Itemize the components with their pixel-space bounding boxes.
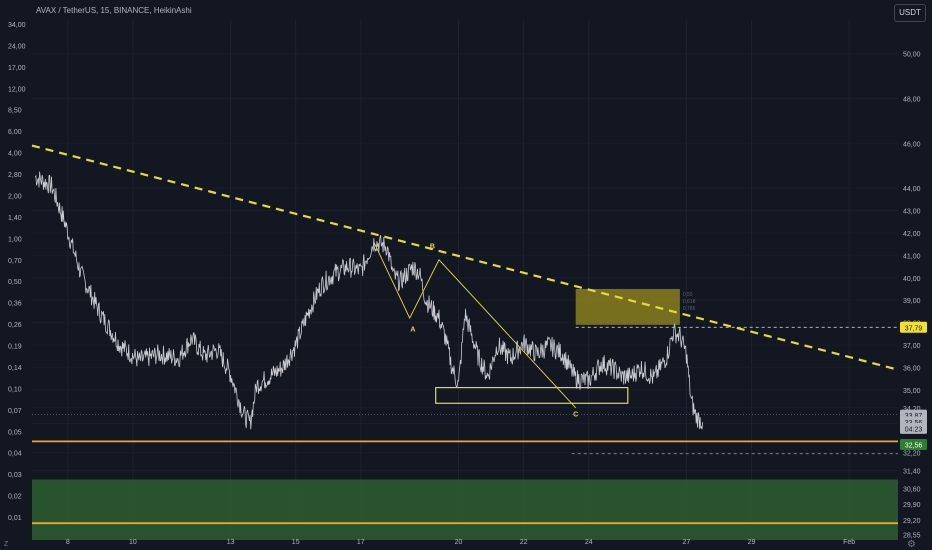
right-tick-label-18: 29,90 — [903, 502, 921, 509]
left-tick-label-7: 2,80 — [8, 172, 22, 179]
green-zone — [32, 479, 898, 540]
x-tick-label-6: 22 — [520, 539, 528, 546]
x-axis[interactable]: 8 10 13 15 17 20 22 24 27 29 Feb — [66, 539, 855, 546]
left-tick-label-18: 0,07 — [8, 408, 22, 415]
right-tick-label-20: 28,55 — [903, 532, 921, 539]
right-tick-label-19: 29,20 — [903, 518, 921, 525]
right-tick-label-0: 50,00 — [903, 52, 921, 59]
x-tick-label-10: Feb — [843, 539, 855, 546]
left-tick-label-21: 0,03 — [8, 472, 22, 479]
x-tick-label-8: 27 — [682, 539, 690, 546]
left-tick-label-1: 24,00 — [8, 43, 26, 50]
left-tick-label-10: 1,00 — [8, 236, 22, 243]
right-tick-label-2: 46,00 — [903, 141, 921, 148]
right-tick-label-11: 36,00 — [903, 365, 921, 372]
fib-label-0: 0,50 — [683, 292, 693, 298]
support-box — [435, 386, 629, 404]
left-tick-label-9: 1,40 — [8, 215, 22, 222]
left-tick-label-15: 0,19 — [8, 344, 22, 351]
right-tick-label-16: 31,40 — [903, 469, 921, 476]
gear-icon[interactable]: ⚙ — [907, 539, 916, 550]
annotation-lines — [32, 326, 898, 525]
x-tick-label-7: 24 — [585, 539, 593, 546]
downtrend-line — [31, 144, 899, 371]
right-tick-label-7: 40,00 — [903, 276, 921, 283]
right-tick-label-13: 34,20 — [903, 406, 921, 413]
left-tick-label-11: 0,70 — [8, 258, 22, 265]
price-line — [34, 171, 704, 430]
price-tag-label-3: 04:23 — [905, 426, 923, 433]
x-tick-label-0: 8 — [66, 539, 70, 546]
x-tick-label-5: 20 — [455, 539, 463, 546]
left-tick-label-16: 0,14 — [8, 365, 22, 372]
left-tick-label-8: 2,00 — [8, 193, 22, 200]
x-tick-label-3: 15 — [292, 539, 300, 546]
x-tick-label-1: 10 — [129, 539, 137, 546]
price-tag-label-0: 37,79 — [905, 325, 923, 332]
timezone-icon[interactable]: Z — [4, 541, 9, 548]
left-tick-label-6: 4,00 — [8, 151, 22, 158]
left-tick-label-13: 0,36 — [8, 301, 22, 308]
left-tick-label-3: 12,00 — [8, 86, 26, 93]
right-tick-label-10: 37,00 — [903, 343, 921, 350]
annotation-overlay: A B C — [31, 144, 899, 419]
chart-title: AVAX / TetherUS, 15, BINANCE, HeikinAshi — [36, 6, 192, 15]
left-tick-label-14: 0,26 — [8, 322, 22, 329]
price-tag-bg-4 — [900, 439, 927, 451]
left-tick-label-12: 0,50 — [8, 279, 22, 286]
right-tick-label-3: 44,00 — [903, 186, 921, 193]
right-tick-label-12: 35,00 — [903, 388, 921, 395]
right-tick-label-5: 42,00 — [903, 231, 921, 238]
wave-label-b: B — [430, 244, 435, 251]
left-tick-label-5: 6,00 — [8, 129, 22, 136]
left-tick-label-20: 0,04 — [8, 451, 22, 458]
price-series — [34, 171, 704, 430]
abc-wave-path — [373, 241, 577, 409]
x-tick-label-9: 29 — [748, 539, 756, 546]
right-tick-label-17: 30,60 — [903, 486, 921, 493]
price-tag-label-4: 32,56 — [905, 443, 923, 450]
price-tag-bg-3 — [900, 422, 927, 434]
fib-label-2: 0,786 — [683, 306, 696, 312]
left-axis: 34,00 24,00 17,00 12,00 8,50 6,00 4,00 2,80 2,00… — [8, 22, 26, 522]
wave-label-c: C — [573, 412, 578, 419]
left-tick-label-23: 0,01 — [8, 515, 22, 522]
left-tick-label-2: 17,00 — [8, 65, 26, 72]
left-tick-label-4: 8,50 — [8, 108, 22, 115]
right-tick-label-4: 43,00 — [903, 209, 921, 216]
resistance-box — [575, 288, 680, 325]
left-tick-label-0: 34,00 — [8, 22, 26, 29]
left-tick-label-19: 0,05 — [8, 429, 22, 436]
right-tick-label-8: 39,00 — [903, 298, 921, 305]
right-tick-label-1: 48,00 — [903, 96, 921, 103]
right-tick-label-6: 41,00 — [903, 253, 921, 260]
x-tick-label-4: 17 — [357, 539, 365, 546]
currency-button[interactable]: USDT — [894, 4, 926, 22]
wave-label-a: A — [410, 327, 415, 334]
fib-label-1: 0,618 — [683, 299, 696, 305]
right-tick-label-15: 32,20 — [903, 451, 921, 458]
x-tick-label-2: 13 — [227, 539, 235, 546]
price-tag-bg-0 — [900, 321, 927, 333]
left-tick-label-22: 0,02 — [8, 494, 22, 501]
left-tick-label-17: 0,10 — [8, 386, 22, 393]
